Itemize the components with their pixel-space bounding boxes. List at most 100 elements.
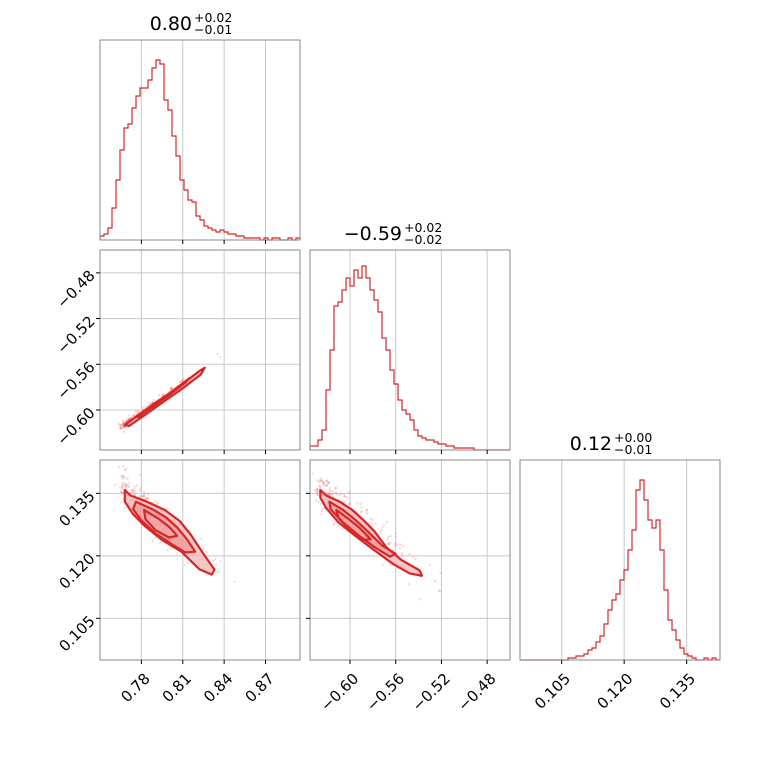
scatter-point: [121, 482, 124, 485]
scatter-point: [379, 531, 382, 534]
contour-1-2: [143, 508, 179, 539]
scatter-point: [319, 477, 322, 481]
scatter-point: [161, 392, 165, 395]
scatter-point: [121, 485, 124, 489]
scatter-point: [133, 413, 136, 416]
scatter-point: [320, 512, 323, 516]
scatter-point: [157, 394, 161, 397]
scatter-point: [332, 492, 335, 496]
scatter-point: [437, 589, 441, 592]
scatter-point: [382, 523, 386, 527]
scatter-point: [323, 483, 327, 487]
scatter-point: [318, 480, 321, 484]
scatter-point: [319, 502, 323, 505]
scatter-point: [128, 413, 131, 417]
scatter-point: [329, 490, 332, 494]
scatter-point: [400, 551, 404, 555]
scatter-point: [216, 352, 219, 356]
scatter-point: [360, 509, 363, 513]
y-tick-label: 0.105: [55, 612, 98, 655]
scatter-point: [123, 476, 127, 479]
scatter-point: [124, 506, 127, 509]
scatter-point: [156, 502, 160, 505]
scatter-point: [186, 561, 189, 565]
scatter-point: [123, 483, 127, 487]
scatter-point: [202, 547, 205, 550]
scatter-point: [328, 493, 332, 496]
scatter-point: [169, 387, 173, 391]
scatter-point: [218, 355, 222, 359]
x-tick-label: 0.87: [242, 670, 278, 706]
scatter-point: [132, 490, 135, 493]
scatter-point: [216, 570, 220, 574]
scatter-point: [369, 521, 372, 524]
scatter-point: [327, 492, 330, 495]
scatter-point: [138, 473, 142, 476]
scatter-point: [146, 497, 150, 500]
scatter-point: [154, 536, 157, 539]
scatter-point: [146, 497, 149, 501]
scatter-point: [419, 598, 422, 601]
scatter-point: [128, 491, 132, 494]
scatter-point: [117, 465, 121, 469]
contour-2-2: [335, 508, 372, 542]
scatter-point: [381, 526, 384, 529]
scatter-point: [161, 393, 165, 397]
scatter-point: [321, 479, 324, 482]
scatter-point: [144, 416, 147, 419]
scatter-point: [169, 387, 173, 390]
scatter-point: [122, 482, 126, 485]
scatter-point: [127, 416, 130, 420]
scatter-point: [393, 543, 396, 546]
scatter-point: [321, 482, 325, 485]
x-tick-label: 0.84: [200, 670, 236, 706]
scatter-point: [154, 500, 158, 503]
scatter-point: [439, 571, 442, 575]
panel-frame: [99, 249, 301, 451]
param-title-2: 0.12: [570, 433, 612, 455]
scatter-point: [147, 402, 151, 405]
scatter-point: [387, 542, 390, 545]
scatter-point: [199, 537, 203, 540]
scatter-point: [340, 492, 343, 495]
scatter-point: [169, 547, 172, 550]
scatter-point: [122, 426, 126, 429]
scatter-point: [176, 552, 179, 555]
param-title-lower-2: −0.01: [614, 442, 652, 457]
scatter-point: [337, 524, 340, 528]
scatter-point: [211, 559, 215, 563]
scatter-point: [181, 379, 184, 383]
scatter-point: [386, 542, 390, 545]
scatter-point: [124, 485, 128, 488]
scatter-point: [316, 493, 319, 497]
scatter-point: [334, 486, 337, 490]
scatter-point: [200, 544, 204, 548]
scatter-point: [359, 502, 362, 506]
scatter-point: [122, 465, 125, 468]
scatter-point: [394, 535, 398, 539]
histogram-1: [309, 265, 510, 451]
scatter-point: [151, 401, 155, 404]
scatter-point: [137, 410, 140, 413]
scatter-point: [318, 484, 322, 488]
scatter-point: [133, 485, 136, 488]
scatter-point: [327, 493, 331, 496]
x-tick-label: 0.78: [117, 670, 153, 706]
x-tick-label: −0.52: [409, 670, 454, 715]
scatter-point: [331, 489, 334, 493]
scatter-point: [392, 548, 395, 551]
scatter-point: [120, 424, 124, 427]
scatter-point: [328, 486, 332, 490]
scatter-point: [335, 493, 338, 496]
x-tick-label: 0.81: [159, 670, 195, 706]
scatter-point: [129, 416, 133, 420]
scatter-point: [319, 486, 323, 490]
scatter-point: [120, 426, 123, 429]
scatter-point: [121, 491, 124, 495]
scatter-point: [347, 502, 351, 505]
scatter-point: [126, 477, 129, 481]
scatter-point: [139, 486, 142, 490]
scatter-point: [181, 379, 185, 382]
scatter-point: [127, 481, 131, 485]
